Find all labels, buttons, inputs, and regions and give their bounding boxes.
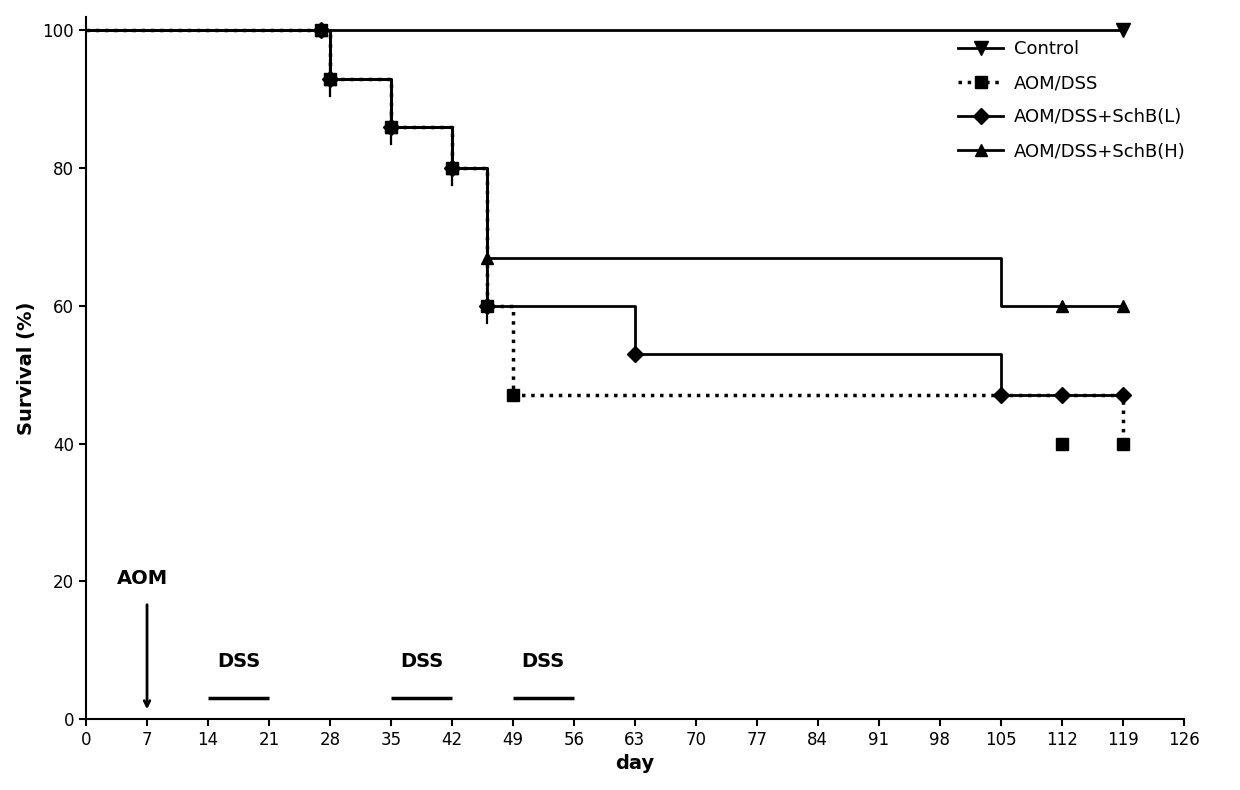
Text: AOM: AOM (117, 569, 167, 588)
Text: DSS: DSS (522, 652, 565, 671)
Text: DSS: DSS (217, 652, 260, 671)
Y-axis label: Survival (%): Survival (%) (16, 301, 36, 434)
X-axis label: day: day (615, 754, 655, 773)
Legend: Control, AOM/DSS, AOM/DSS+SchB(L), AOM/DSS+SchB(H): Control, AOM/DSS, AOM/DSS+SchB(L), AOM/D… (951, 32, 1193, 168)
Text: DSS: DSS (399, 652, 443, 671)
